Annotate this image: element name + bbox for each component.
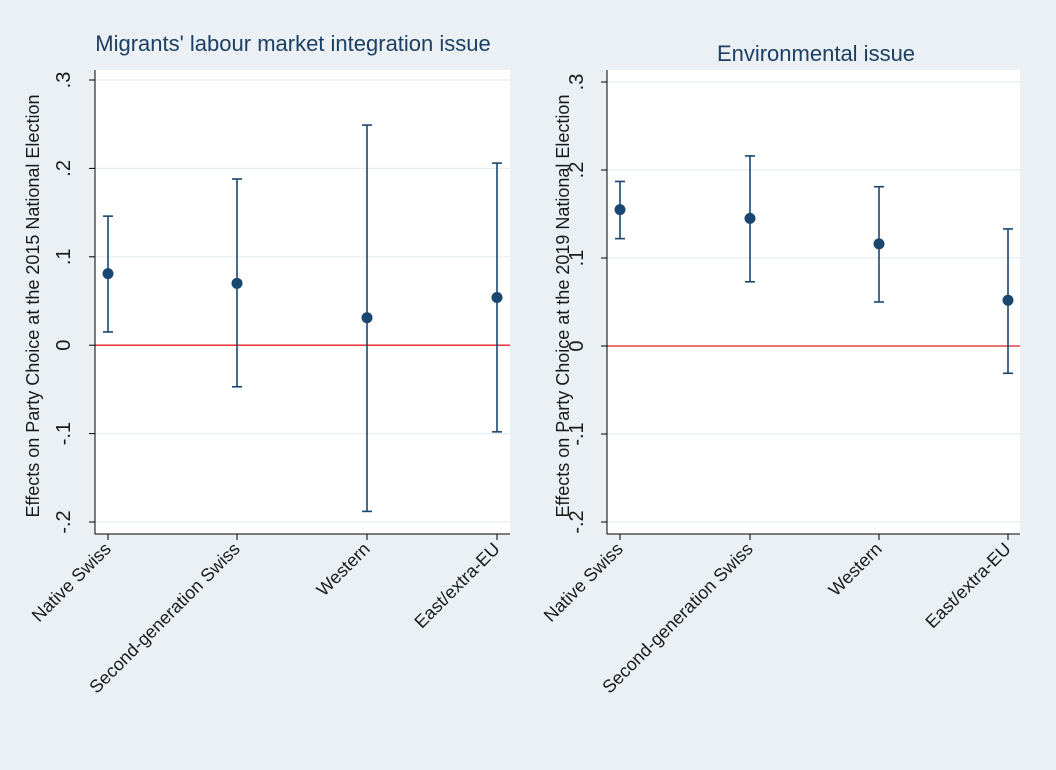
chart-panel-2: -.2 -.1 0 .1 .2 .3 Effects on Party Choice at … (540, 41, 1020, 697)
point-estimate-4 (491, 291, 503, 303)
y-tick-label: .1 (53, 248, 75, 265)
point-estimate-1 (614, 204, 626, 216)
x-tick-label: Native Swiss (28, 539, 115, 626)
point-estimate-4 (1002, 294, 1014, 306)
y-tick-label: .2 (566, 162, 588, 179)
y-tick-label: .2 (53, 160, 75, 177)
point-estimate-2 (231, 277, 243, 289)
chart-title: Migrants' labour market integration issu… (95, 31, 491, 56)
x-tick-label: Second-generation Swiss (85, 539, 243, 697)
point-estimate-1 (102, 268, 114, 280)
plot-area (95, 70, 510, 534)
y-tick-label: .3 (566, 74, 588, 91)
point-estimate-3 (361, 312, 373, 324)
plot-area (607, 70, 1020, 534)
x-tick-label: Western (825, 539, 886, 600)
point-estimate-2 (744, 212, 756, 224)
y-tick-label: 0 (53, 340, 75, 351)
y-tick-label: .3 (53, 72, 75, 89)
y-tick-label: -.2 (53, 510, 75, 533)
y-tick-label: -.2 (566, 510, 588, 533)
x-tick-label: Native Swiss (540, 539, 627, 626)
x-tick-label: Western (313, 539, 374, 600)
y-tick-label: 0 (566, 340, 588, 351)
point-estimate-3 (873, 238, 885, 250)
chart-panel-1: -.2 -.1 0 .1 .2 .3 Effects on Party Choice at … (23, 31, 510, 697)
y-tick-label: .1 (566, 250, 588, 267)
x-tick-label: East/extra-EU (921, 539, 1014, 632)
chart-title: Environmental issue (717, 41, 915, 66)
y-tick-label: -.1 (566, 422, 588, 445)
x-tick-label: East/extra-EU (410, 539, 503, 632)
y-axis-title: Effects on Party Choice at the 2015 Nati… (23, 95, 43, 518)
y-axis-title: Effects on Party Choice at the 2019 Nati… (553, 95, 573, 518)
y-tick-label: -.1 (53, 422, 75, 445)
x-tick-label: Second-generation Swiss (598, 539, 756, 697)
